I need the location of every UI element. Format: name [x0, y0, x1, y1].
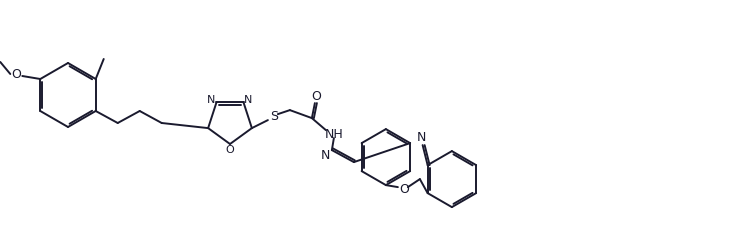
Text: O: O [11, 68, 21, 80]
Text: O: O [399, 183, 409, 196]
Text: N: N [417, 131, 427, 144]
Text: NH: NH [324, 128, 343, 140]
Text: N: N [207, 95, 216, 105]
Text: N: N [321, 149, 330, 162]
Text: N: N [244, 95, 252, 105]
Text: O: O [225, 145, 234, 155]
Text: S: S [270, 110, 278, 123]
Text: O: O [311, 90, 321, 103]
